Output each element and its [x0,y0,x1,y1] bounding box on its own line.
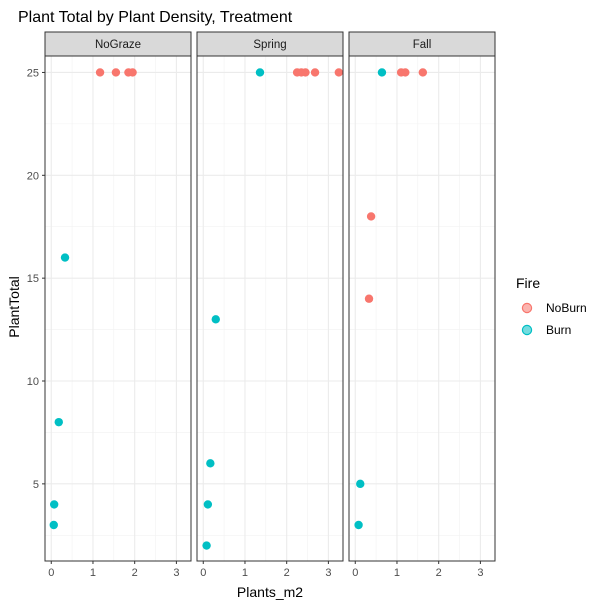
data-point-noburn [301,68,310,77]
legend-label-burn: Burn [546,323,571,337]
y-tick-label: 10 [27,376,39,388]
data-point-noburn [128,68,137,77]
data-point-burn [255,68,265,77]
data-point-burn [377,68,387,77]
plot-background [197,56,343,561]
x-tick-label: 3 [173,567,179,579]
strip-background [196,31,344,57]
plot-background [45,56,191,561]
data-point-noburn [334,68,344,77]
panel-border [44,55,192,562]
legend-title: Fire [516,275,540,291]
data-point-burn [202,541,211,550]
data-point-burn [203,500,213,509]
data-point-burn [60,253,70,262]
data-point-burn [354,520,363,530]
y-axis-title: PlantTotal [6,276,22,337]
x-tick-label: 1 [242,567,248,579]
x-tick-label: 0 [48,567,54,579]
data-point-noburn [364,294,374,303]
panel-border [348,55,496,562]
panel-border [196,55,344,562]
x-tick-label: 1 [90,567,96,579]
facet-panel-spring: Spring 0 1 2 3 [196,31,344,579]
x-tick-label: 0 [200,567,206,579]
strip-label: Fall [413,39,432,51]
legend-label-noburn: NoBurn [546,301,587,315]
x-axis-title: Plants_m2 [237,584,303,600]
y-tick-label: 15 [27,273,39,285]
legend: Fire NoBurn Burn [516,275,587,339]
plot-background [349,56,495,561]
data-point-burn [356,479,365,489]
data-point-burn [49,500,59,509]
data-point-noburn [310,68,320,77]
y-tick-label: 20 [27,170,39,182]
x-tick-label: 2 [132,567,138,579]
x-tick-label: 3 [477,567,483,579]
facet-panel-fall: Fall 0 1 2 3 [348,31,496,579]
x-tick-label: 3 [325,567,331,579]
x-tick-label: 2 [436,567,442,579]
data-point-burn [49,520,58,530]
legend-key-noburn [521,302,533,314]
data-point-noburn [418,68,428,77]
strip-label: Spring [253,39,286,51]
y-tick-label: 25 [27,67,39,79]
strip-background [348,31,496,57]
data-point-noburn [401,68,410,77]
chart-title: Plant Total by Plant Density, Treatment [18,9,293,26]
facet-panel-nograze: NoGraze 0 1 2 3 [44,31,192,579]
data-point-noburn [95,68,105,77]
facet-panels: NoGraze 0 1 2 3 Spring 0 1 2 3 Fall 0 1 2 3 5 10 15 20 25 [27,31,496,579]
data-point-burn [211,315,220,324]
y-tick-label: 5 [33,479,39,491]
data-point-burn [206,459,215,468]
data-point-burn [54,417,63,427]
x-tick-label: 0 [352,567,358,579]
x-tick-label: 2 [284,567,290,579]
strip-background [44,31,192,57]
y-axis: 5 10 15 20 25 [27,67,45,491]
data-point-noburn [366,212,376,221]
strip-label: NoGraze [95,39,141,51]
x-tick-label: 1 [394,567,400,579]
data-point-noburn [111,68,121,77]
legend-key-burn [521,324,533,336]
